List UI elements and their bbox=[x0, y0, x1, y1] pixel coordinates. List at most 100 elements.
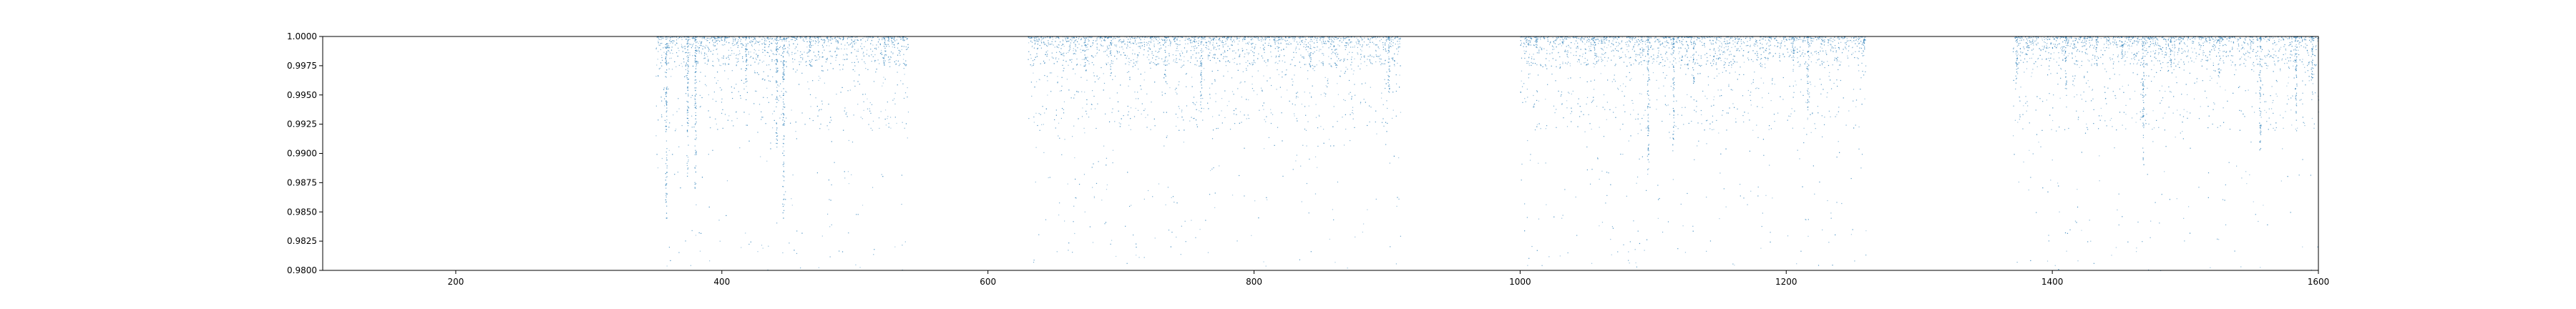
data-point bbox=[1383, 125, 1385, 127]
data-point bbox=[1267, 61, 1269, 62]
data-point bbox=[1646, 41, 1648, 43]
data-point bbox=[1686, 36, 1687, 38]
data-point bbox=[714, 77, 716, 79]
data-point bbox=[1194, 48, 1195, 49]
data-point bbox=[1729, 42, 1730, 44]
data-point bbox=[1169, 55, 1170, 57]
data-point bbox=[1141, 45, 1143, 46]
data-point bbox=[1709, 128, 1711, 129]
data-point bbox=[1858, 64, 1859, 66]
data-point bbox=[1345, 45, 1347, 46]
data-point bbox=[1047, 50, 1048, 52]
data-point bbox=[1345, 49, 1346, 50]
data-point bbox=[1605, 52, 1606, 54]
data-point bbox=[1264, 39, 1266, 41]
data-point bbox=[1113, 36, 1115, 38]
data-point bbox=[1033, 37, 1035, 39]
data-point bbox=[1211, 138, 1214, 139]
data-point bbox=[1838, 46, 1840, 49]
data-point bbox=[1302, 144, 1304, 146]
data-point bbox=[1562, 42, 1563, 44]
data-point bbox=[1075, 44, 1076, 46]
data-point bbox=[1818, 36, 1820, 38]
data-point bbox=[1133, 38, 1135, 39]
data-point bbox=[1188, 36, 1189, 38]
data-point bbox=[1522, 36, 1523, 38]
data-point bbox=[1630, 37, 1631, 39]
data-point bbox=[1105, 51, 1106, 52]
data-point bbox=[1697, 73, 1699, 74]
data-point bbox=[1691, 41, 1692, 43]
data-point bbox=[1209, 97, 1211, 99]
data-point bbox=[721, 36, 723, 39]
data-point bbox=[1679, 57, 1681, 59]
data-point bbox=[1604, 41, 1605, 43]
data-point bbox=[1618, 41, 1619, 43]
data-point bbox=[1088, 36, 1090, 38]
data-point bbox=[869, 108, 870, 109]
data-point bbox=[1088, 40, 1091, 41]
data-point bbox=[885, 44, 887, 46]
data-point bbox=[899, 51, 901, 52]
data-point bbox=[839, 38, 841, 39]
data-point bbox=[780, 36, 781, 38]
data-point bbox=[809, 50, 811, 52]
data-point bbox=[1655, 36, 1657, 38]
data-point bbox=[1617, 36, 1619, 38]
data-point bbox=[749, 57, 751, 58]
data-point bbox=[664, 105, 665, 107]
data-point bbox=[1679, 67, 1682, 69]
data-point bbox=[764, 50, 766, 52]
data-point bbox=[1073, 37, 1075, 39]
data-point bbox=[1376, 56, 1377, 57]
data-point bbox=[1716, 37, 1717, 39]
data-point bbox=[1731, 46, 1732, 49]
data-point bbox=[830, 55, 831, 57]
data-point bbox=[1614, 36, 1616, 39]
data-point bbox=[1613, 50, 1614, 52]
data-point bbox=[1164, 61, 1166, 62]
data-point bbox=[1601, 170, 1603, 172]
data-point bbox=[684, 36, 686, 38]
data-point bbox=[1803, 127, 1805, 129]
data-point bbox=[829, 51, 831, 52]
data-point bbox=[1760, 247, 1762, 249]
data-point bbox=[1758, 88, 1760, 89]
data-point bbox=[706, 37, 708, 39]
data-point bbox=[1166, 37, 1168, 39]
data-point bbox=[1177, 50, 1179, 52]
data-point bbox=[1570, 77, 1571, 79]
data-point bbox=[1199, 36, 1201, 38]
data-point bbox=[1395, 90, 1397, 92]
data-point bbox=[1612, 49, 1614, 51]
data-point bbox=[1554, 40, 1556, 41]
data-point bbox=[1040, 36, 1043, 38]
data-point bbox=[1797, 52, 1798, 53]
data-point bbox=[865, 68, 867, 69]
data-point bbox=[1725, 36, 1727, 38]
data-point bbox=[1299, 44, 1302, 45]
data-point bbox=[1299, 36, 1301, 38]
data-point bbox=[1752, 50, 1754, 52]
data-point bbox=[771, 60, 773, 62]
data-point bbox=[1752, 79, 1755, 81]
data-point bbox=[1631, 38, 1633, 39]
data-point bbox=[1657, 39, 1659, 40]
data-point bbox=[745, 70, 746, 72]
data-point bbox=[1337, 44, 1339, 46]
data-point bbox=[1800, 55, 1802, 57]
data-point bbox=[1222, 36, 1224, 38]
data-point bbox=[1257, 36, 1258, 38]
data-point bbox=[1120, 39, 1121, 40]
data-point bbox=[1107, 37, 1108, 39]
data-point bbox=[1650, 36, 1652, 38]
data-point bbox=[1057, 76, 1058, 77]
data-point bbox=[674, 174, 675, 175]
data-point bbox=[1043, 38, 1044, 39]
data-point bbox=[1586, 64, 1588, 65]
data-point bbox=[907, 38, 908, 39]
data-point bbox=[1071, 59, 1073, 60]
data-point bbox=[1295, 97, 1297, 99]
data-point bbox=[1265, 121, 1267, 122]
data-point bbox=[1397, 36, 1399, 38]
